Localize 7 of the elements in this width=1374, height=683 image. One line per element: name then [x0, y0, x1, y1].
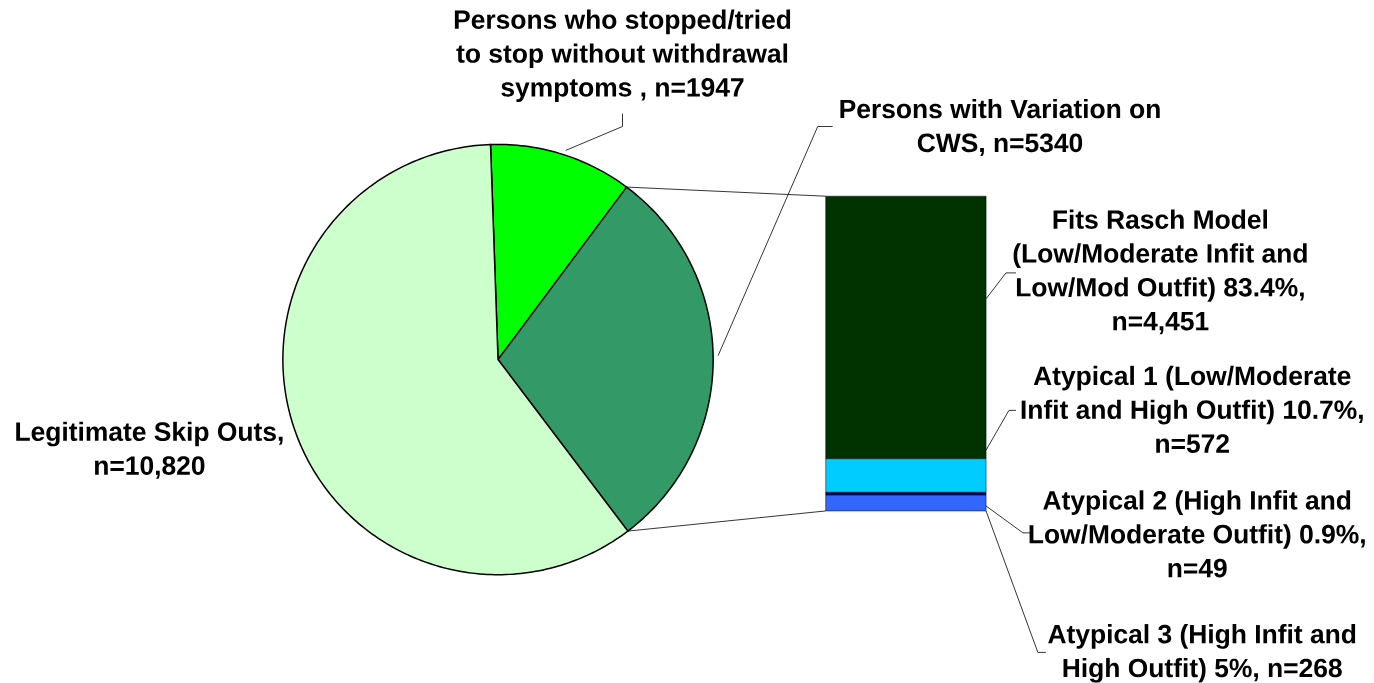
slice-label: Persons with Variation on CWS, n=5340 — [840, 99, 1160, 157]
slice-label: Persons who stopped/tried to stop without withdrawal symptoms , n=1947 — [454, 9, 791, 103]
legend-label: Atypical 2 (High Infit and Low/Moderate Outfit) 0.9%, n=49 — [1029, 490, 1365, 578]
series-label: Atypical 1 (Low/Moderate Infit and High Outfit) 10.7%, n=572 — [1021, 365, 1363, 454]
series-label: Fits Rasch Model (Low/Moderate Infit and Low/Mod Outfit) 83.4%, n=4,451 — [1013, 209, 1307, 335]
slice-label: Legitimate Skip Outs, n=10,820 — [16, 421, 283, 479]
text: Atypical 3 (High Infit and High Outfit) 5%, n=268 — [1048, 624, 1356, 683]
